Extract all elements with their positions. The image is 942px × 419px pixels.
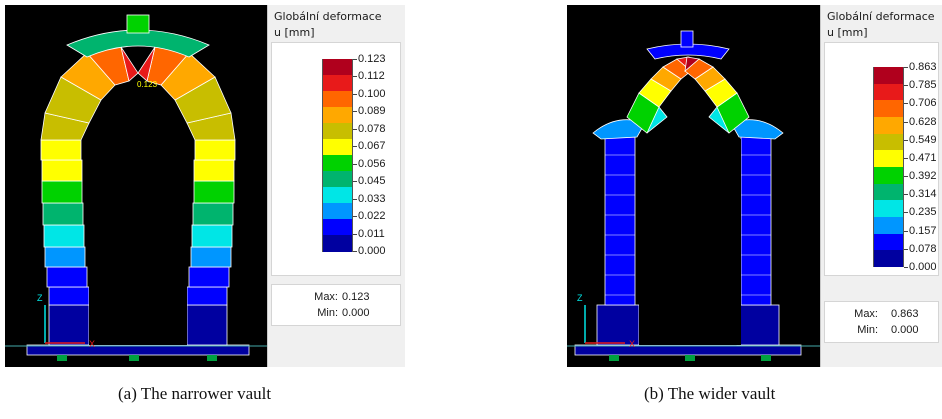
panel-title: Globální deformace xyxy=(274,10,382,23)
legend-swatch xyxy=(873,67,904,85)
legend-tick-label: 0.000 xyxy=(353,245,386,257)
max-value: 0.123 xyxy=(342,291,370,303)
legend-tick-label: 0.000 xyxy=(904,261,937,273)
legend-tick-label: 0.033 xyxy=(353,192,386,205)
max-label: Max: xyxy=(854,308,878,320)
legend-swatch xyxy=(322,155,353,172)
legend-tick-label: 0.157 xyxy=(904,224,937,237)
legend-tick-label: 0.067 xyxy=(353,140,386,153)
legend-swatch xyxy=(322,171,353,188)
legend-swatch xyxy=(873,150,904,168)
min-label: Min: xyxy=(857,324,878,336)
color-legend: 0.123 0.112 0.100 0.089 0.078 0.067 0.056 0.045… xyxy=(271,42,401,276)
deformation-model-narrow: 0.123 Z X xyxy=(5,14,267,361)
legend-tick-label: 0.089 xyxy=(353,105,386,118)
legend-swatch xyxy=(873,100,904,118)
legend-tick-label: 0.785 xyxy=(904,79,937,92)
legend-swatch xyxy=(322,59,353,76)
legend-swatch xyxy=(873,250,904,268)
legend-swatch xyxy=(322,123,353,140)
viewport-narrow-vault[interactable]: 0.123 Z X xyxy=(5,5,267,367)
legend-swatch xyxy=(873,83,904,101)
legend-swatch xyxy=(322,91,353,108)
legend-tick-label: 0.078 xyxy=(904,242,937,255)
legend-tick-label: 0.100 xyxy=(353,87,386,100)
color-legend: 0.863 0.785 0.706 0.628 0.549 0.471 0.392 0.314… xyxy=(824,42,939,276)
legend-swatch xyxy=(873,233,904,251)
legend-color-scale xyxy=(873,67,904,268)
legend-tick-label: 0.045 xyxy=(353,175,386,188)
legend-tick-label: 0.078 xyxy=(353,122,386,135)
legend-swatch xyxy=(322,75,353,92)
min-value: 0.000 xyxy=(342,307,370,319)
legend-tick-label: 0.392 xyxy=(904,170,937,183)
results-panel-wider: Globální deformace u [mm] 0.863 0.785 0.70… xyxy=(820,5,942,367)
panel-unit: u [mm] xyxy=(827,26,868,39)
legend-tick-label: 0.863 xyxy=(904,61,937,73)
axis-x-label: X xyxy=(629,339,635,349)
caption-a: (a) The narrower vault xyxy=(118,384,272,403)
deformation-model-wider: Z X xyxy=(567,30,820,361)
max-min-stats: Max: 0.123 Min: 0.000 xyxy=(271,284,401,326)
viewport-wider-vault[interactable]: Z X xyxy=(567,5,820,367)
max-label: Max: xyxy=(314,291,338,303)
legend-tick-label: 0.011 xyxy=(353,227,385,240)
legend-swatch xyxy=(873,217,904,235)
legend-swatch xyxy=(873,133,904,151)
peak-value-label: 0.123 xyxy=(137,80,158,89)
legend-swatch xyxy=(873,167,904,185)
legend-swatch xyxy=(322,235,353,252)
axis-z-label: Z xyxy=(577,293,583,303)
legend-tick-label: 0.112 xyxy=(353,70,385,83)
legend-swatch xyxy=(873,183,904,201)
max-min-stats: Max: 0.863 Min: 0.000 xyxy=(824,301,939,343)
panel-title: Globální deformace xyxy=(827,10,935,23)
legend-swatch xyxy=(322,107,353,124)
caption-b: (b) The wider vault xyxy=(644,384,776,403)
legend-tick-label: 0.022 xyxy=(353,210,386,223)
legend-swatch xyxy=(873,117,904,135)
legend-tick-label: 0.056 xyxy=(353,157,386,170)
legend-tick-label: 0.123 xyxy=(353,53,386,65)
legend-tick-label: 0.706 xyxy=(904,97,937,110)
panel-unit: u [mm] xyxy=(274,26,315,39)
legend-color-scale xyxy=(322,59,353,252)
legend-swatch xyxy=(322,203,353,220)
axis-x-label: X xyxy=(89,339,95,349)
legend-swatch xyxy=(322,187,353,204)
axis-z-label: Z xyxy=(37,293,43,303)
legend-tick-label: 0.471 xyxy=(904,151,937,164)
legend-tick-label: 0.235 xyxy=(904,206,937,219)
legend-tick-label: 0.314 xyxy=(904,188,937,201)
max-value: 0.863 xyxy=(891,308,919,320)
min-value: 0.000 xyxy=(891,324,919,336)
results-panel-narrow: Globální deformace u [mm] 0.123 0.112 0.10… xyxy=(267,5,405,367)
legend-swatch xyxy=(873,200,904,218)
legend-tick-label: 0.549 xyxy=(904,133,937,146)
min-label: Min: xyxy=(317,307,338,319)
legend-swatch xyxy=(322,219,353,236)
legend-swatch xyxy=(322,139,353,156)
legend-tick-label: 0.628 xyxy=(904,115,937,128)
